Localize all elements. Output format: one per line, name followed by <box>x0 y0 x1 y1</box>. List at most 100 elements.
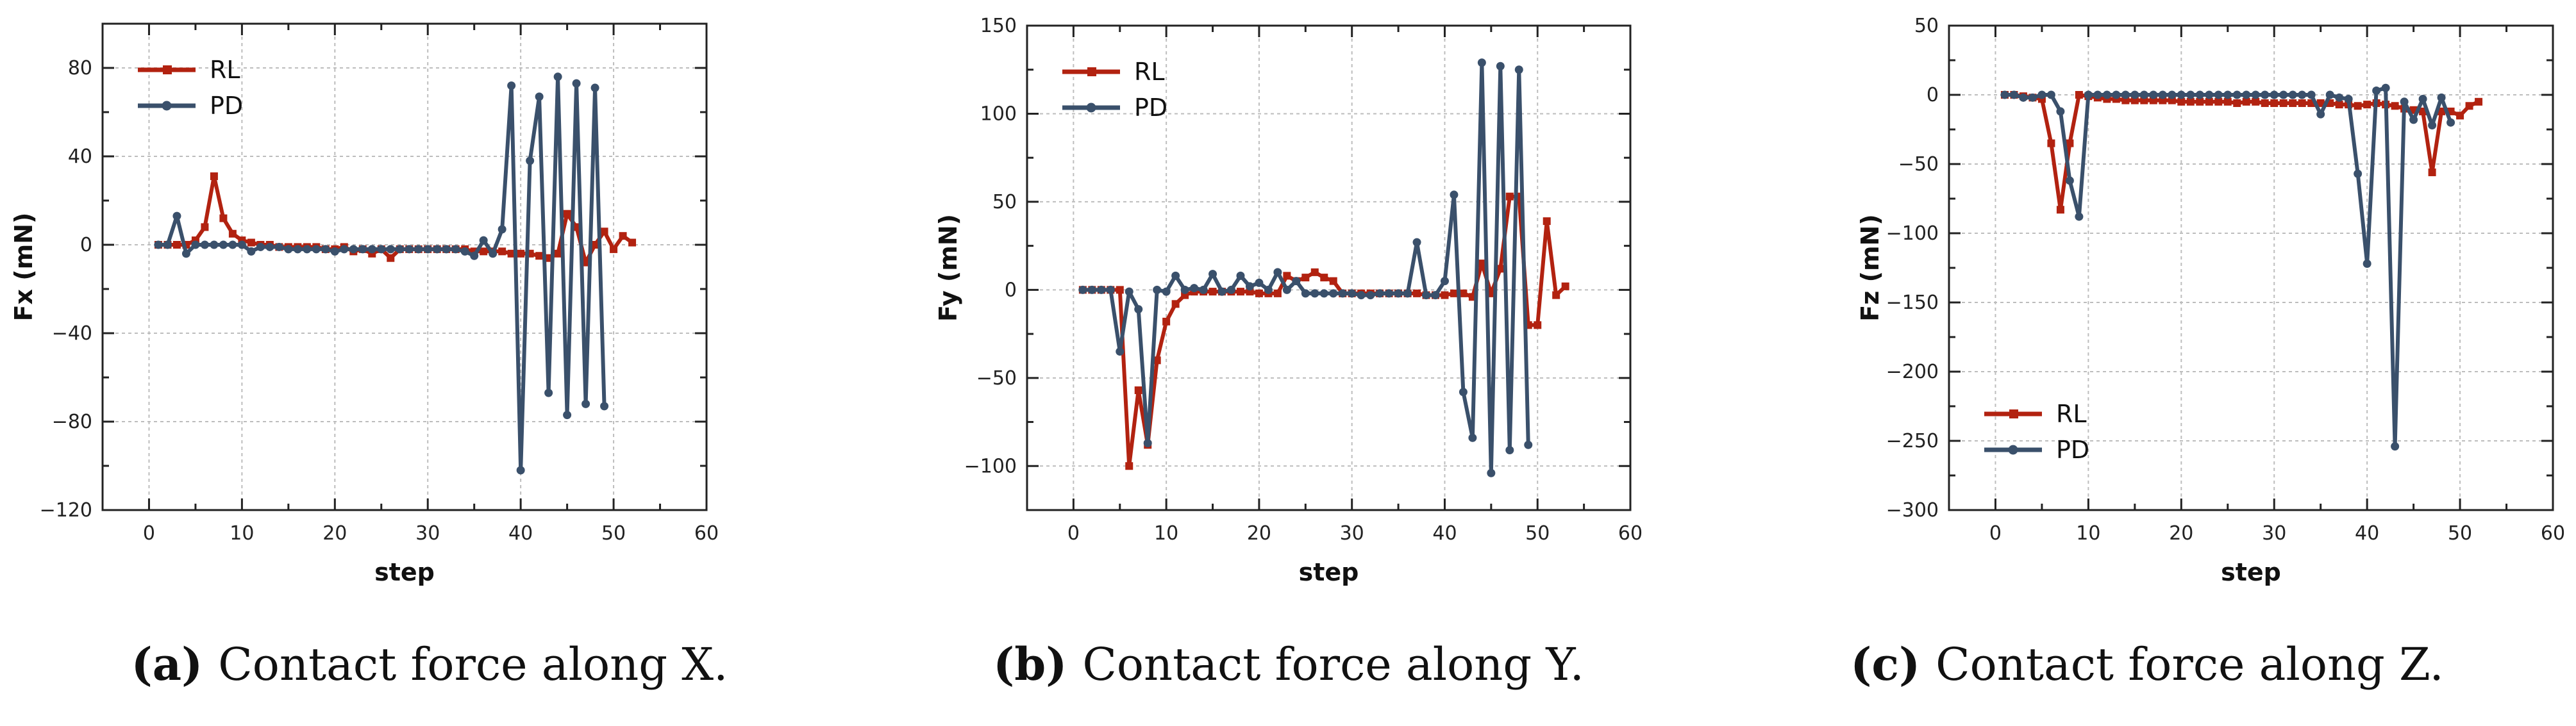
caption-label: (b) <box>993 638 1067 691</box>
data-point <box>619 232 627 240</box>
data-point <box>526 156 535 165</box>
data-point <box>2270 90 2279 99</box>
data-point <box>1561 282 1569 290</box>
data-point <box>2252 97 2260 106</box>
data-point <box>1143 439 1152 448</box>
data-point <box>358 245 367 254</box>
data-point <box>1496 265 1505 273</box>
data-point <box>2400 97 2409 106</box>
data-point <box>2084 90 2093 99</box>
x-tick-label: 10 <box>2076 522 2100 545</box>
data-point <box>544 254 553 262</box>
data-point <box>2279 90 2288 99</box>
data-point <box>2093 90 2102 99</box>
series-line <box>158 74 606 472</box>
data-point <box>1301 289 1310 298</box>
data-point <box>1106 285 1115 294</box>
data-point <box>172 241 181 249</box>
data-point <box>1226 285 1235 294</box>
data-point <box>2205 90 2214 99</box>
panel-b: 0 10 20 30 40 50 60 −100 −50 0 50 100 150 step Fy (mN)… <box>859 0 1718 726</box>
data-point <box>2223 90 2232 99</box>
data-point <box>228 240 237 249</box>
x-tick-label: 0 <box>1067 522 1080 545</box>
data-point <box>2158 90 2167 99</box>
legend-label: PD <box>210 92 243 120</box>
x-tick-label: 60 <box>2541 522 2565 545</box>
data-point <box>2233 99 2241 107</box>
y-tick-label: −150 <box>1886 292 1939 314</box>
caption-b: (b) Contact force along Y. <box>859 638 1718 691</box>
data-point <box>2242 97 2250 106</box>
data-point <box>414 245 423 254</box>
data-point <box>1412 238 1421 247</box>
data-point <box>573 223 581 231</box>
legend-label: PD <box>2056 436 2089 464</box>
data-point <box>2205 97 2213 106</box>
data-point <box>1524 440 1533 449</box>
data-point <box>265 242 274 251</box>
data-point <box>1496 62 1505 70</box>
data-point <box>1236 288 1244 296</box>
data-point <box>237 240 246 249</box>
data-point <box>2428 121 2437 130</box>
series-line <box>2005 93 2480 212</box>
data-point <box>2354 102 2362 110</box>
data-point <box>1264 285 1273 294</box>
series-pd <box>1078 58 1533 477</box>
data-point <box>2391 102 2399 110</box>
data-point <box>1422 291 1431 300</box>
data-point <box>293 245 302 254</box>
legend-marker <box>1086 103 1096 113</box>
data-point <box>1097 285 1106 294</box>
data-point <box>1255 289 1263 297</box>
data-point <box>2149 90 2158 99</box>
plot-frame <box>101 22 708 511</box>
data-point <box>1190 284 1199 293</box>
caption-label: (c) <box>1850 638 1921 691</box>
data-point <box>1087 285 1096 294</box>
data-point <box>386 245 395 254</box>
data-point <box>1459 388 1468 397</box>
data-point <box>1543 217 1551 226</box>
data-point <box>1514 65 1523 74</box>
y-tick-label: 0 <box>1005 279 1017 301</box>
data-point <box>498 247 506 256</box>
data-point <box>563 210 571 218</box>
axis-ticks <box>1026 24 1632 511</box>
legend-marker <box>2008 445 2018 455</box>
data-point <box>2475 97 2483 106</box>
data-point <box>433 245 442 254</box>
data-point <box>2289 99 2297 107</box>
data-point <box>1245 282 1254 291</box>
data-point <box>181 249 190 258</box>
data-point <box>340 245 349 254</box>
data-point <box>405 245 414 254</box>
data-point <box>312 245 321 254</box>
data-point <box>2065 176 2074 185</box>
chart-fx: 0 10 20 30 40 50 60 −120 −80 −40 0 40 80 step Fx (mN) R… <box>10 22 719 586</box>
y-axis-label: Fx (mN) <box>10 213 38 322</box>
data-point <box>451 245 460 254</box>
data-point <box>1440 277 1449 286</box>
data-point <box>2325 90 2334 99</box>
data-point <box>544 388 553 397</box>
data-point <box>1459 289 1468 297</box>
data-point <box>2075 91 2083 99</box>
y-tick-label: 0 <box>1927 84 1939 106</box>
data-point <box>489 249 498 258</box>
series-pd <box>2000 83 2455 451</box>
data-point <box>2335 93 2344 102</box>
data-point <box>2046 90 2055 99</box>
data-point <box>1487 289 1495 297</box>
data-point <box>274 242 283 251</box>
data-point <box>1153 356 1161 365</box>
tick-labels: 0 10 20 30 40 50 60 −300 −250 −200 −150 −100 −50 0 50 <box>1886 15 2566 545</box>
y-axis-label: Fz (mN) <box>1856 214 1884 321</box>
data-point <box>2428 168 2436 176</box>
legend-marker <box>1087 67 1096 76</box>
legend-label: RL <box>2056 400 2087 428</box>
data-point <box>1319 289 1328 298</box>
data-point <box>1431 291 1440 300</box>
data-point <box>1310 289 1319 298</box>
